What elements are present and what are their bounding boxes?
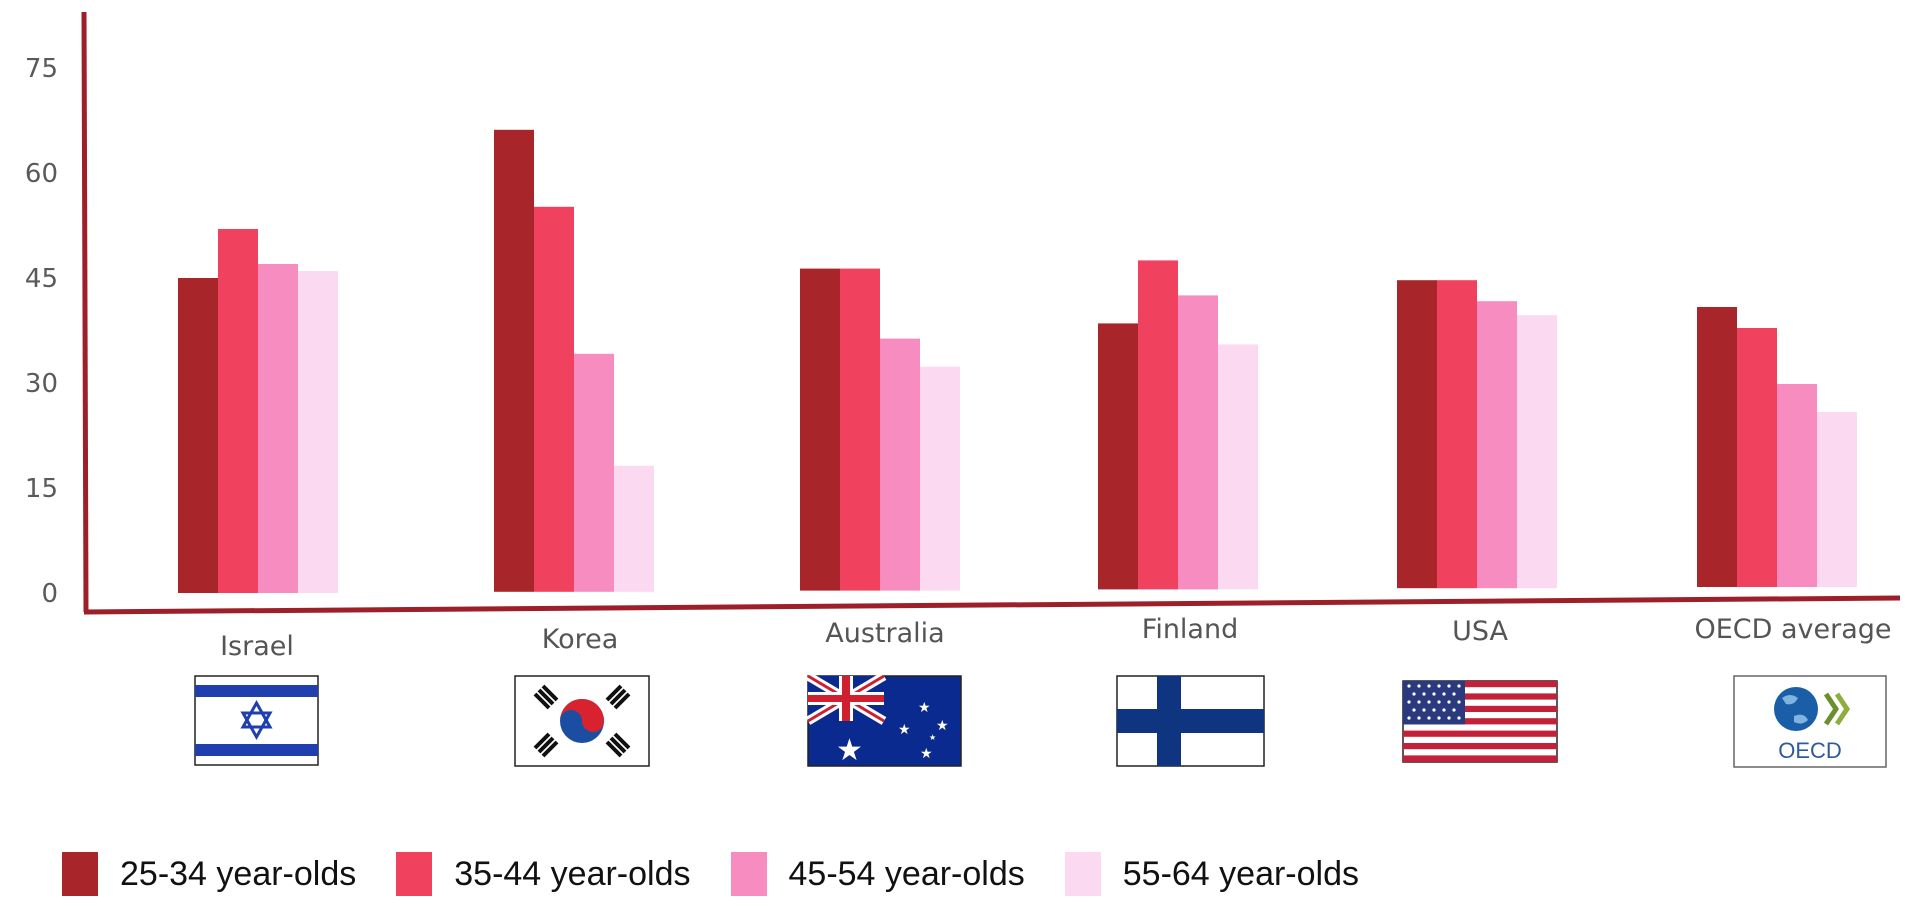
bar-finland-series-3 xyxy=(1178,295,1218,590)
bar-oecd-average-series-4 xyxy=(1817,412,1857,587)
legend-label: 55-64 year-olds xyxy=(1122,854,1359,893)
y-tick-label: 60 xyxy=(25,159,58,189)
usa-flag-icon xyxy=(1402,680,1558,763)
bar-oecd-average-series-2 xyxy=(1737,328,1777,587)
category-label: Israel xyxy=(220,631,294,662)
category-label: OECD average xyxy=(1694,614,1891,645)
svg-text:★: ★ xyxy=(918,700,931,716)
israel-flag-icon xyxy=(194,675,319,766)
legend-label: 35-44 year-olds xyxy=(454,854,691,893)
legend-swatch xyxy=(1064,852,1101,896)
x-axis-line xyxy=(83,595,1901,615)
korea-flag-icon xyxy=(514,675,650,767)
bar-oecd-average-series-3 xyxy=(1777,384,1817,587)
bar-oecd-average-series-1 xyxy=(1697,307,1737,587)
legend-swatch xyxy=(730,852,767,896)
bars-group xyxy=(178,129,1857,593)
chart-legend: 25-34 year-olds 35-44 year-olds 45-54 ye… xyxy=(62,852,1399,896)
svg-text:★: ★ xyxy=(836,733,863,768)
category-label: Australia xyxy=(825,618,944,649)
y-tick-label: 15 xyxy=(25,474,58,504)
bar-usa-series-1 xyxy=(1397,280,1437,589)
bar-usa-series-4 xyxy=(1517,315,1557,589)
category-label: Korea xyxy=(542,624,619,655)
y-tick-label: 45 xyxy=(25,264,58,294)
legend-item-35-44: 35-44 year-olds xyxy=(396,852,691,896)
legend-swatch xyxy=(396,852,433,896)
category-label: Finland xyxy=(1142,614,1238,645)
svg-text:★: ★ xyxy=(929,733,936,742)
legend-label: 25-34 year-olds xyxy=(120,854,357,893)
legend-item-45-54: 45-54 year-olds xyxy=(730,852,1025,896)
svg-text:★: ★ xyxy=(898,722,911,738)
bar-usa-series-2 xyxy=(1437,280,1477,589)
svg-text:★: ★ xyxy=(936,718,949,734)
bar-korea-series-2 xyxy=(534,206,574,592)
svg-text:★: ★ xyxy=(920,746,933,762)
legend-label: 45-54 year-olds xyxy=(788,854,1025,893)
bar-israel-series-3 xyxy=(258,264,298,593)
bar-australia-series-1 xyxy=(800,268,840,591)
category-labels: Israel Korea Australia Finland USA OECD avera… xyxy=(220,614,1891,662)
bar-korea-series-3 xyxy=(574,353,614,592)
y-axis-line xyxy=(81,11,89,613)
legend-item-55-64: 55-64 year-olds xyxy=(1064,852,1359,896)
australia-flag-icon: ★ ★ ★ ★ ★ ★ xyxy=(805,672,962,768)
bar-australia-series-3 xyxy=(880,338,920,591)
bar-finland-series-4 xyxy=(1218,344,1258,590)
legend-swatch xyxy=(62,852,98,896)
finland-flag-icon xyxy=(1116,675,1265,767)
bar-israel-series-2 xyxy=(218,229,258,593)
oecd-logo-icon: OECD xyxy=(1733,675,1887,768)
bar-israel-series-1 xyxy=(178,278,218,593)
bar-australia-series-4 xyxy=(920,366,960,591)
y-tick-label: 30 xyxy=(25,369,58,399)
bar-korea-series-4 xyxy=(614,465,654,592)
bar-korea-series-1 xyxy=(494,129,534,592)
bar-usa-series-3 xyxy=(1477,301,1517,589)
bar-israel-series-4 xyxy=(298,271,338,593)
y-tick-label: 0 xyxy=(41,579,58,609)
legend-item-25-34: 25-34 year-olds xyxy=(62,852,356,896)
bar-finland-series-1 xyxy=(1098,323,1138,590)
y-tick-label: 75 xyxy=(25,54,58,84)
category-label: USA xyxy=(1452,616,1508,647)
bar-australia-series-2 xyxy=(840,268,880,591)
oecd-logo-text: OECD xyxy=(1778,738,1842,763)
bar-finland-series-2 xyxy=(1138,260,1178,590)
y-axis-ticks: 0 15 30 45 60 75 xyxy=(25,54,58,609)
